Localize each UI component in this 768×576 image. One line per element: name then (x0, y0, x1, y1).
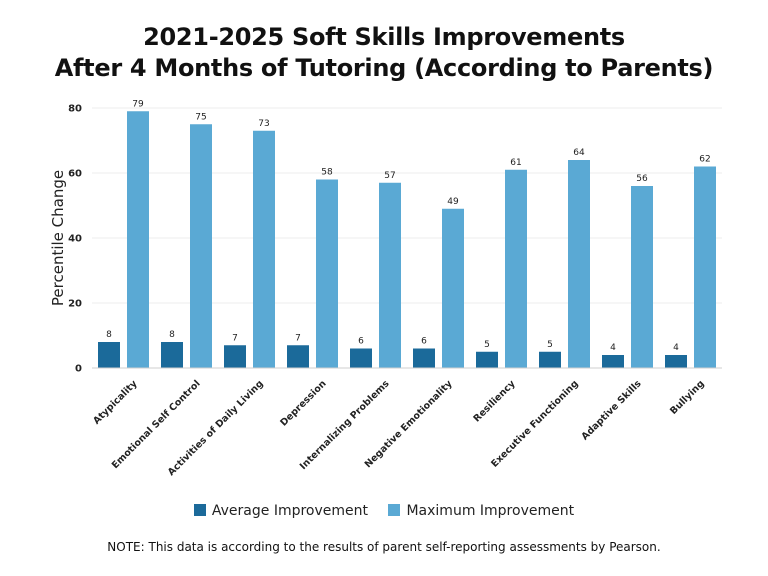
chart-title-line-2: After 4 Months of Tutoring (According to… (54, 54, 714, 82)
bar-maximum (379, 182, 401, 368)
data-label-average: 8 (169, 330, 175, 340)
legend-label-maximum: Maximum Improvement (406, 503, 575, 519)
x-category-label: Atypicality (91, 378, 140, 427)
bar-average (476, 351, 498, 368)
bar-average (161, 342, 183, 368)
bar-average (224, 345, 246, 368)
chart-title: 2021-2025 Soft Skills Improvements After… (0, 22, 768, 84)
data-label-maximum: 75 (195, 112, 206, 122)
x-category-label: Depression (278, 378, 328, 428)
bar-average (98, 342, 120, 368)
legend-item-average: Average Improvement (193, 503, 369, 519)
data-label-maximum: 57 (384, 171, 395, 181)
bar-maximum (316, 179, 338, 368)
legend-swatch-maximum (388, 504, 401, 516)
bar-maximum (442, 208, 464, 368)
gridlines (92, 107, 722, 304)
data-label-average: 5 (547, 340, 553, 350)
data-label-maximum: 62 (699, 155, 710, 165)
data-label-average: 6 (358, 337, 364, 347)
y-tick-label: 80 (68, 104, 82, 115)
legend-label-average: Average Improvement (211, 503, 369, 519)
data-label-maximum: 58 (321, 168, 333, 178)
bars (98, 111, 716, 368)
bar-average (350, 348, 372, 368)
y-axis-label: Percentile Change (49, 170, 67, 306)
bar-average (539, 351, 561, 368)
data-label-average: 4 (610, 343, 616, 353)
data-label-maximum: 79 (132, 99, 144, 109)
data-label-maximum: 61 (510, 158, 521, 168)
x-category-label: Adaptive Skills (579, 378, 643, 442)
bar-maximum (127, 111, 149, 368)
bar-average (665, 355, 687, 368)
bar-maximum (253, 130, 275, 368)
data-label-average: 7 (295, 333, 301, 343)
x-category-label: Bullying (668, 378, 707, 417)
data-label-maximum: 56 (636, 174, 648, 184)
data-label-maximum: 73 (258, 119, 269, 129)
footnote: NOTE: This data is according to the resu… (107, 540, 661, 554)
y-tick-label: 40 (68, 234, 82, 245)
chart-title-line-1: 2021-2025 Soft Skills Improvements (143, 23, 625, 51)
data-label-average: 8 (106, 330, 112, 340)
bar-average (602, 355, 624, 368)
data-label-average: 7 (232, 333, 238, 343)
bar-maximum (568, 160, 590, 368)
data-label-maximum: 64 (573, 148, 585, 158)
bar-average (413, 348, 435, 368)
bar-maximum (631, 186, 653, 368)
bar-maximum (190, 124, 212, 368)
data-label-maximum: 49 (447, 197, 459, 207)
data-label-average: 5 (484, 340, 490, 350)
legend-item-maximum: Maximum Improvement (388, 503, 574, 519)
bar-average (287, 345, 309, 368)
x-category-label: Resiliency (472, 378, 519, 425)
data-label-average: 4 (673, 343, 679, 353)
bar-maximum (694, 166, 716, 368)
y-tick-label: 60 (68, 169, 82, 180)
y-tick-label: 0 (75, 364, 82, 375)
y-axis-ticks: 0 20 40 60 80 (68, 104, 82, 375)
legend: Average Improvement Maximum Improvement (0, 503, 768, 519)
y-tick-label: 20 (68, 299, 82, 310)
bar-maximum (505, 169, 527, 368)
legend-swatch-average (193, 504, 206, 516)
data-label-average: 6 (421, 337, 427, 347)
